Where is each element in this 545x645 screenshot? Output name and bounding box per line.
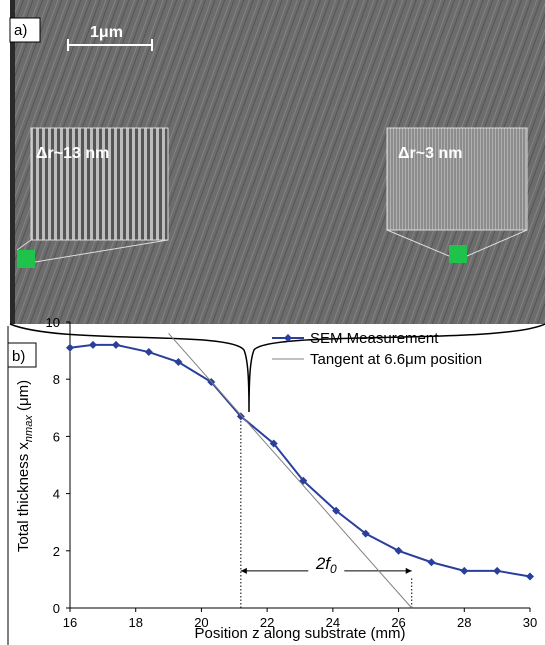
x-tick-label: 20 xyxy=(194,615,208,630)
data-point xyxy=(332,506,341,515)
x-tick-label: 22 xyxy=(260,615,274,630)
annotation-bg xyxy=(308,552,345,575)
region-marker xyxy=(17,250,35,268)
annotation: 2f0 xyxy=(315,554,337,576)
x-axis-label: Position z along substrate (mm) xyxy=(195,625,406,642)
data-point xyxy=(394,546,403,555)
x-tick-label: 30 xyxy=(523,615,537,630)
panel-label-box xyxy=(9,17,41,43)
annotation-text: 2f xyxy=(315,554,332,573)
y-tick-label: 4 xyxy=(53,487,60,502)
image-edge xyxy=(10,0,15,324)
arrow-head xyxy=(405,567,412,574)
data-point xyxy=(144,348,153,357)
inset-connector xyxy=(386,229,450,257)
y-tick-label: 6 xyxy=(53,429,60,444)
x-tick-label: 16 xyxy=(63,615,77,630)
y-label-part: (μm) xyxy=(15,380,32,415)
series-line xyxy=(69,343,531,578)
inset-label: Δr~13 nm xyxy=(36,145,109,162)
data-point xyxy=(112,340,120,349)
data-point xyxy=(236,412,245,421)
panel-label: b) xyxy=(12,348,25,365)
inset-connector xyxy=(466,229,528,257)
data-point xyxy=(174,358,183,367)
data-point xyxy=(427,558,436,567)
brace xyxy=(9,323,545,413)
y-tick-label: 10 xyxy=(46,315,60,330)
x-tick-label: 26 xyxy=(391,615,405,630)
panel-label-box xyxy=(7,342,37,368)
inset-right xyxy=(386,127,528,231)
data-point xyxy=(269,439,278,448)
x-tick-label: 18 xyxy=(128,615,142,630)
scale-bar-label: 1μm xyxy=(90,24,123,41)
x-tick-label: 24 xyxy=(326,615,340,630)
y-label-part: Total thickness x xyxy=(15,442,32,553)
y-tick-label: 2 xyxy=(53,544,60,559)
y-tick-label: 0 xyxy=(53,601,60,616)
x-tick-label: 28 xyxy=(457,615,471,630)
inset-connector xyxy=(34,239,169,263)
series-line xyxy=(168,333,413,609)
data-point xyxy=(89,340,97,349)
inset-label: Δr~3 nm xyxy=(398,145,462,162)
arrow-head xyxy=(240,567,247,574)
data-point xyxy=(526,572,534,581)
region-marker xyxy=(449,245,467,263)
data-point xyxy=(66,343,74,352)
inset-connector xyxy=(16,239,32,251)
y-tick-label: 8 xyxy=(53,372,60,387)
annotation-sub: 0 xyxy=(330,562,337,576)
inset-left xyxy=(30,127,169,241)
data-point xyxy=(361,529,370,538)
y-axis-label: Total thickness xnmax (μm) xyxy=(15,380,35,552)
data-point xyxy=(493,566,502,575)
y-label-sub: nmax xyxy=(23,415,35,442)
data-point xyxy=(460,566,469,575)
panel-label: a) xyxy=(14,22,27,39)
legend-label: SEM Measurement xyxy=(310,330,439,347)
legend-marker xyxy=(284,334,292,342)
legend-label: Tangent at 6.6μm position xyxy=(310,351,482,368)
